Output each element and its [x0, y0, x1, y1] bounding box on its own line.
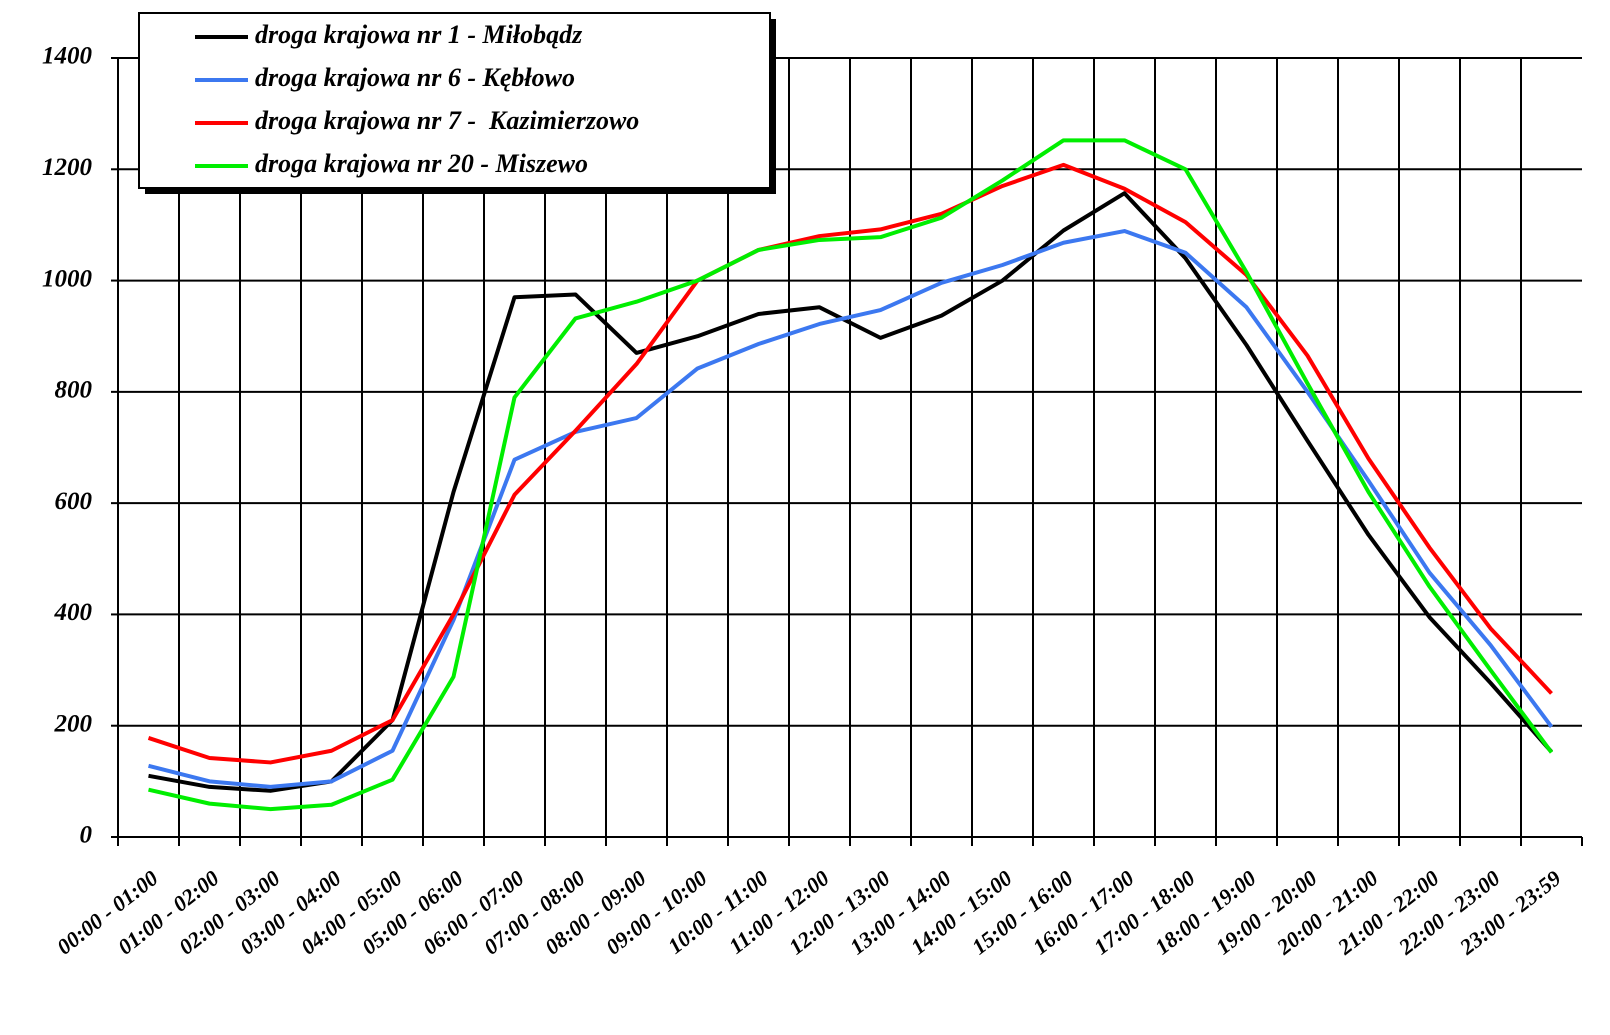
series-line	[148, 229, 1554, 789]
y-tick-label: 1000	[42, 265, 93, 292]
y-tick-label: 400	[54, 599, 93, 626]
legend-label: droga krajowa nr 20 - Miszewo	[255, 149, 588, 178]
legend-label: droga krajowa nr 6 - Kębłowo	[255, 63, 575, 92]
y-tick-label: 800	[55, 377, 93, 404]
y-tick-label: 1400	[42, 43, 93, 70]
y-tick-label: 0	[80, 822, 93, 849]
series-line	[148, 191, 1553, 793]
legend-label: droga krajowa nr 1 - Miłobądz	[255, 20, 583, 49]
series-line	[147, 162, 1553, 765]
y-tick-label: 1200	[42, 154, 93, 181]
legend: droga krajowa nr 1 - Miłobądz droga krajo…	[138, 12, 776, 194]
legend-box	[138, 12, 771, 189]
series-line	[148, 138, 1554, 812]
y-tick-label: 200	[54, 710, 93, 737]
y-tick-label: 600	[55, 488, 93, 515]
legend-label: droga krajowa nr 7 - Kazimierzowo	[255, 106, 639, 135]
